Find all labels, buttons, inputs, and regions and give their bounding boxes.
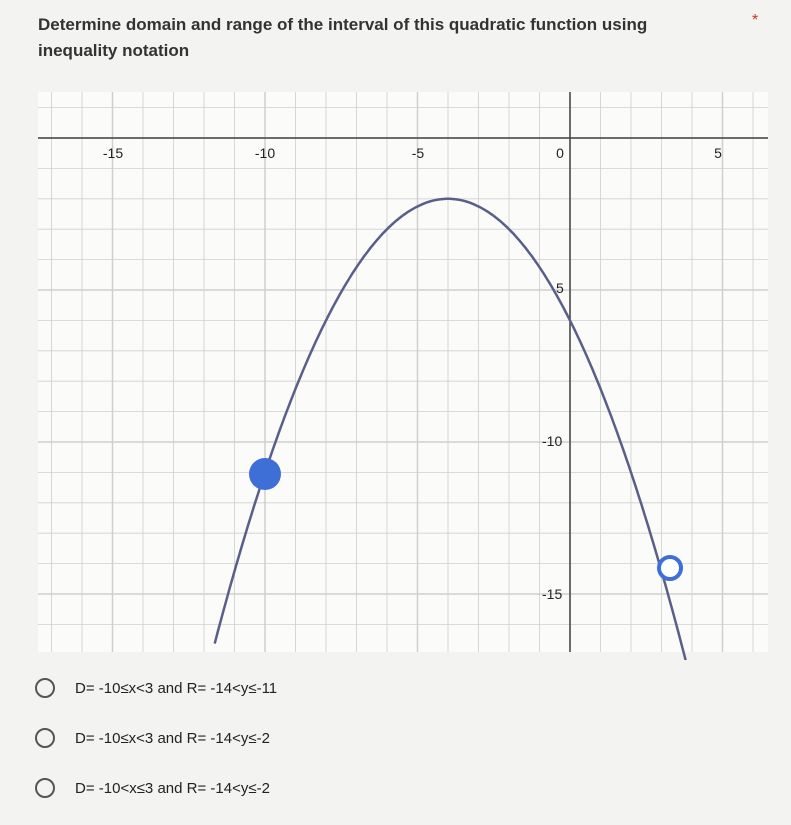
x-tick-label: -15: [103, 145, 123, 161]
x-tick-label: -5: [412, 145, 425, 161]
open-endpoint: [657, 555, 683, 581]
option-label: D= -10≤x<3 and R= -14<y≤-2: [75, 729, 270, 747]
closed-endpoint: [249, 458, 281, 490]
option[interactable]: D= -10≤x<3 and R= -14<y≤-11: [35, 678, 277, 698]
graph: -15 -10 -5 0 5 5 -10 -15: [38, 92, 768, 660]
option[interactable]: D= -10<x≤3 and R= -14<y≤-2: [35, 778, 270, 798]
radio-button[interactable]: [35, 678, 55, 698]
y-tick-label: -10: [542, 433, 562, 449]
required-mark: *: [752, 12, 759, 29]
x-tick-label: 0: [556, 145, 564, 161]
radio-button[interactable]: [35, 778, 55, 798]
option[interactable]: D= -10≤x<3 and R= -14<y≤-2: [35, 728, 270, 748]
y-tick-label: 5: [556, 280, 564, 296]
graph-background: [38, 92, 768, 652]
x-tick-label: 5: [714, 145, 722, 161]
option-label: D= -10≤x<3 and R= -14<y≤-11: [75, 679, 278, 697]
parabola: [213, 197, 687, 660]
x-tick-label: -10: [255, 145, 275, 161]
y-tick-label: -15: [542, 586, 562, 602]
option-label: D= -10<x≤3 and R= -14<y≤-2: [75, 779, 270, 797]
question-title: Determine domain and range of the interv…: [38, 15, 648, 60]
radio-button[interactable]: [35, 728, 55, 748]
